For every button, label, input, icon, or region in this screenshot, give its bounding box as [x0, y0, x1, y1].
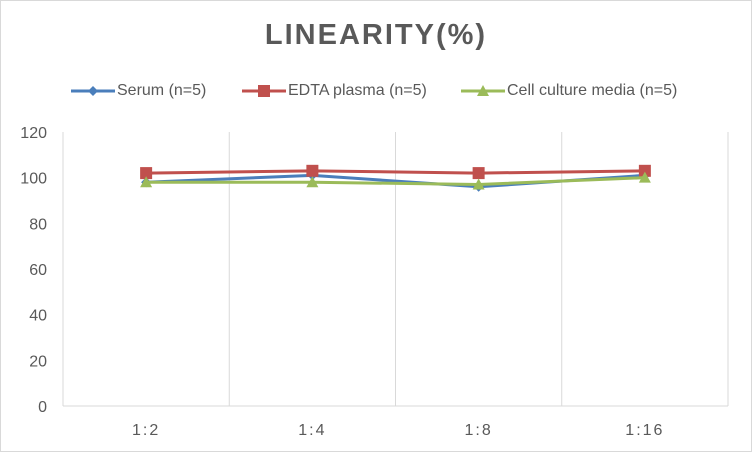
data-point-triangle: [140, 176, 153, 188]
legend-marker-diamond-icon: [71, 86, 115, 96]
legend-marker-square-icon: [242, 85, 286, 97]
data-point-triangle: [638, 171, 651, 183]
legend-label-cell-culture-media: Cell culture media (n=5): [507, 82, 678, 99]
chart-title: LINEARITY(%): [264, 19, 488, 51]
data-point-triangle: [306, 176, 319, 188]
data-point-square: [472, 167, 485, 180]
series-line: [146, 169, 645, 175]
x-tick-label: 1:16: [625, 422, 664, 439]
x-tick-label: 1:8: [465, 422, 493, 439]
legend-marker-triangle-icon: [461, 85, 505, 96]
y-tick-label: 60: [29, 262, 47, 279]
data-point-triangle: [472, 178, 485, 190]
data-point-square: [140, 167, 153, 180]
legend-label-serum: Serum (n=5): [117, 82, 207, 99]
data-point-square: [306, 164, 319, 177]
x-tick-label: 1:2: [132, 422, 160, 439]
y-tick-label: 120: [20, 125, 47, 142]
legend: Serum (n=5) EDTA plasma (n=5) Cell cultu…: [1, 79, 751, 103]
y-tick-label: 100: [20, 171, 47, 188]
y-tick-label: 20: [29, 353, 47, 370]
y-tick-label: 40: [29, 308, 47, 325]
y-tick-label: 0: [38, 399, 47, 416]
y-tick-label: 80: [29, 216, 47, 233]
series-line: [146, 176, 645, 187]
data-point-square: [638, 164, 651, 177]
x-tick-label: 1:4: [298, 422, 326, 439]
legend-label-edta-plasma: EDTA plasma (n=5): [288, 82, 427, 99]
